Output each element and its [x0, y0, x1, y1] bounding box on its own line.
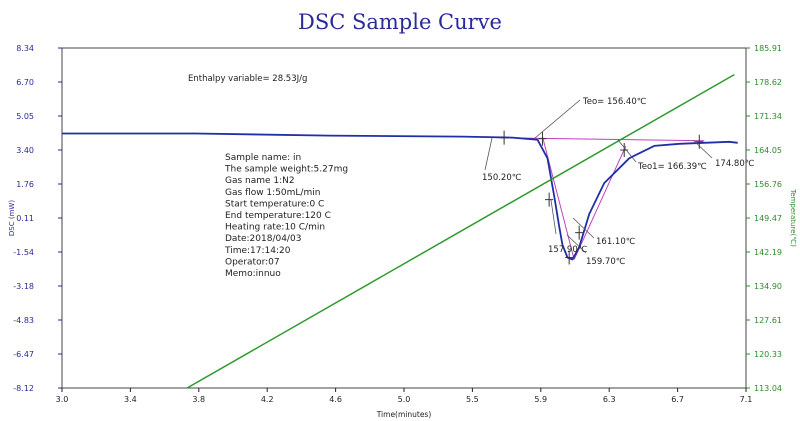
y-left-tick-label: 6.70: [16, 78, 34, 87]
annotation-leader: [550, 199, 557, 235]
y-right-tick-label: 113.04: [754, 384, 782, 393]
annotation-label: 157.90℃: [548, 245, 588, 255]
x-tick-label: 5.0: [398, 395, 411, 404]
info-line: Gas name 1:N2: [225, 176, 295, 186]
annotation-leader: [566, 234, 587, 254]
x-tick-label: 4.6: [329, 395, 342, 404]
info-line: Start temperature:0 C: [225, 199, 324, 209]
info-line: Date:2018/04/03: [225, 234, 301, 244]
y-left-tick-label: -4.83: [13, 316, 34, 325]
info-line: Gas flow 1:50mL/min: [225, 188, 320, 198]
x-tick-label: 3.4: [124, 395, 137, 404]
baseline-segment-1: [541, 136, 575, 260]
annotation-label: 174.80℃: [715, 159, 755, 169]
annotation-leader: [572, 217, 595, 239]
y-left-tick-label: -3.18: [13, 282, 34, 291]
chart-title: DSC Sample Curve: [298, 10, 502, 34]
annotation-label: 159.70℃: [586, 257, 626, 267]
y-left-tick-label: 1.76: [16, 180, 34, 189]
y-right-tick-label: 134.90: [754, 282, 782, 291]
annotation-label: 161.10℃: [596, 237, 636, 247]
x-tick-label: 5.9: [534, 395, 547, 404]
info-line: Heating rate:10 C/min: [225, 223, 325, 233]
y-right-tick-label: 149.47: [754, 214, 782, 223]
y-left-tick-label: -1.54: [13, 248, 34, 257]
y-right-tick-label: 171.34: [754, 112, 782, 121]
y-left-tick-label: 5.05: [16, 112, 34, 121]
y-left-axis-title: DSC (mW): [8, 200, 16, 236]
annotation-leader: [484, 137, 493, 171]
x-tick-label: 4.2: [261, 395, 274, 404]
annotation-label: Teo= 156.40℃: [582, 97, 647, 107]
info-line: Time:17:14:20: [224, 246, 291, 256]
info-line: End temperature:120 C: [225, 211, 331, 221]
annotation-leader: [692, 139, 713, 159]
y-right-tick-label: 127.61: [754, 316, 782, 325]
y-right-axis-title: Temperature(℃): [789, 188, 797, 247]
x-tick-label: 6.3: [603, 395, 616, 404]
annotation-label: 150.20℃: [482, 173, 522, 183]
annotation-label: Teo1= 166.39℃: [637, 162, 707, 172]
temperature-series-line: [186, 73, 735, 389]
x-tick-label: 3.8: [192, 395, 205, 404]
dsc-series-line: [62, 132, 738, 261]
y-left-tick-label: -8.12: [13, 384, 34, 393]
y-right-tick-label: 164.05: [754, 146, 782, 155]
x-tick-label: 3.0: [56, 395, 69, 404]
x-tick-label: 5.5: [466, 395, 479, 404]
baseline-segment-2: [573, 145, 627, 260]
y-right-tick-label: 156.76: [754, 180, 782, 189]
annotation-leader: [534, 99, 581, 139]
y-left-tick-label: -6.47: [13, 350, 34, 359]
y-left-tick-label: 3.40: [16, 146, 34, 155]
y-right-tick-label: 178.62: [754, 78, 782, 87]
info-line: Operator:07: [225, 257, 280, 267]
x-tick-label: 7.1: [740, 395, 753, 404]
y-right-tick-label: 142.19: [754, 248, 782, 257]
info-line: Memo:innuo: [225, 269, 281, 279]
annotation-label: Enthalpy variable= 28.53J/g: [188, 74, 307, 84]
x-axis-title: Time(minutes): [376, 410, 432, 419]
y-right-tick-label: 120.33: [754, 350, 782, 359]
x-tick-label: 6.7: [671, 395, 684, 404]
y-right-tick-label: 185.91: [754, 44, 782, 53]
y-left-tick-label: 8.34: [16, 44, 34, 53]
baseline-segment-0: [495, 137, 705, 142]
y-left-tick-label: 0.11: [16, 214, 34, 223]
info-line: The sample weight:5.27mg: [224, 165, 348, 175]
annotation-leader: [617, 139, 637, 163]
info-line: Sample name: in: [225, 153, 301, 163]
